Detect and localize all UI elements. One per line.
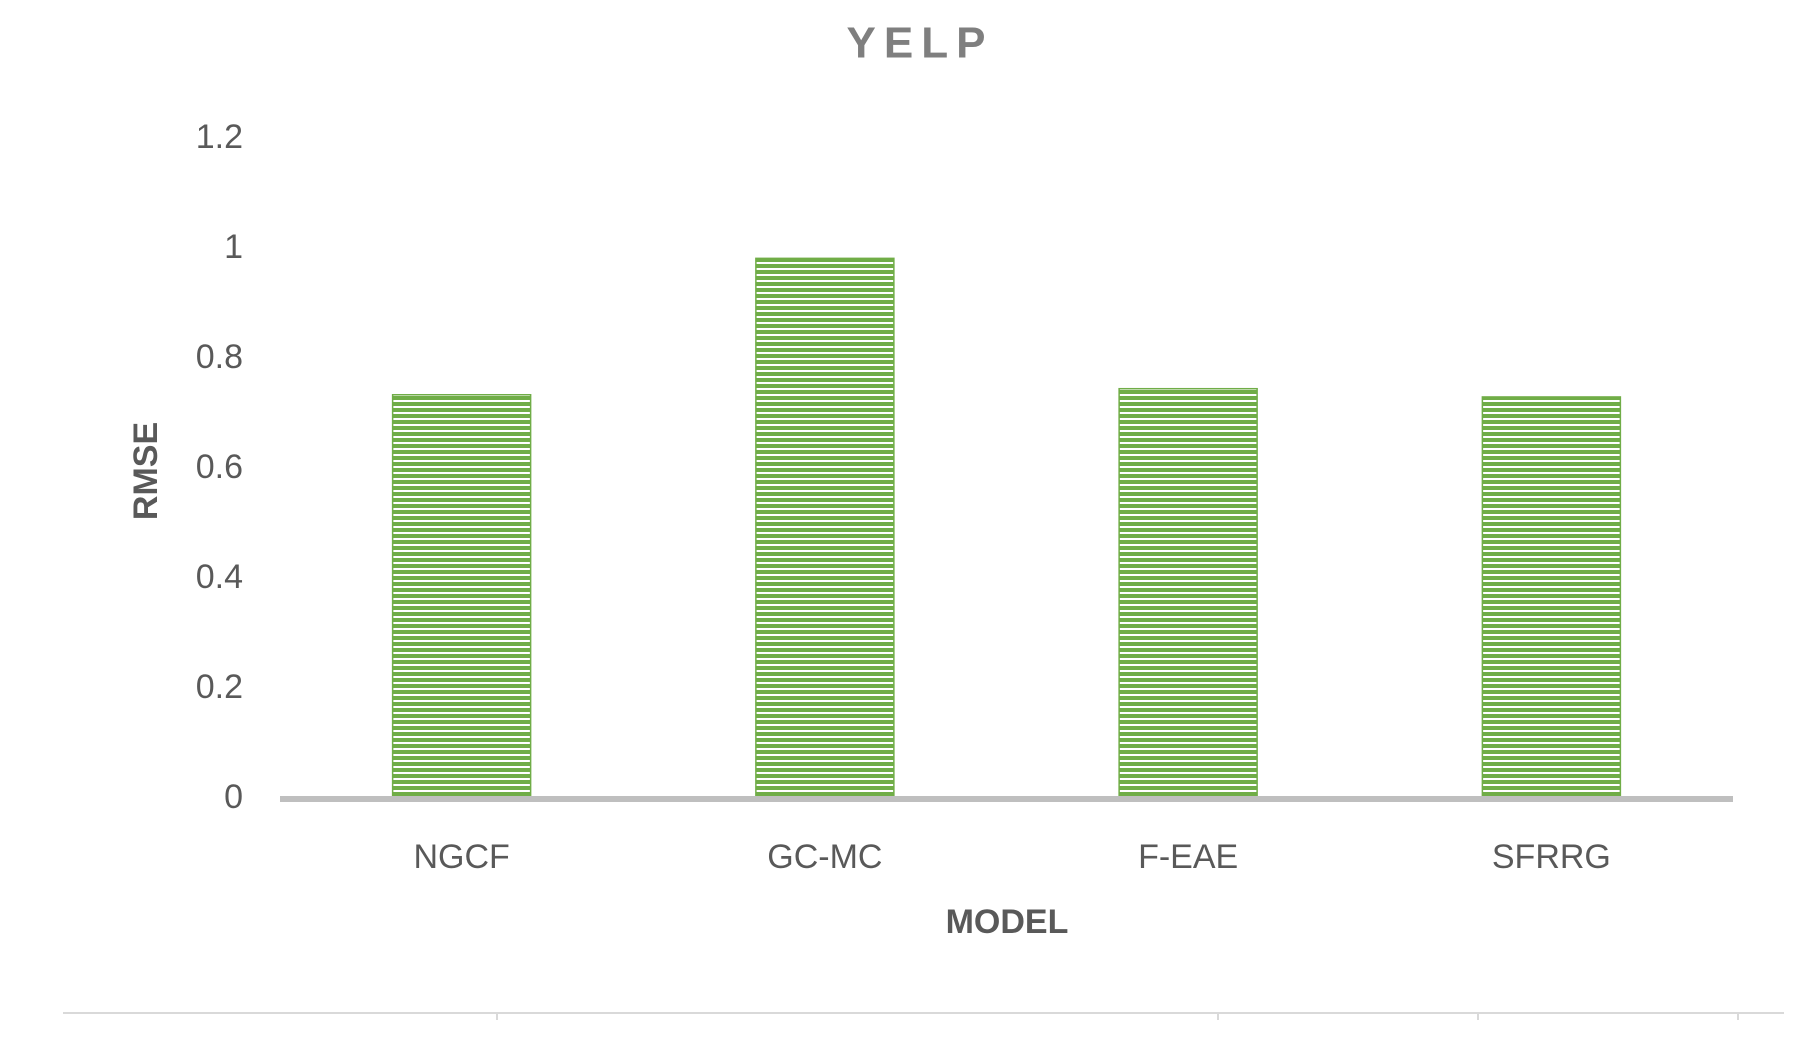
- y-tick-label: 0.2: [196, 668, 243, 706]
- y-tick-label: 0.6: [196, 448, 243, 486]
- bar: [391, 394, 532, 800]
- y-tick-label: 0.4: [196, 558, 243, 596]
- x-tick-label: GC-MC: [767, 838, 882, 876]
- x-tick-label: SFRRG: [1492, 838, 1611, 876]
- bar: [1118, 387, 1258, 800]
- bar: [1481, 396, 1622, 800]
- frame-bottom: [63, 1012, 1784, 1020]
- bar: [755, 257, 895, 800]
- x-tick-label: NGCF: [413, 838, 509, 876]
- y-tick-label: 0.8: [196, 338, 243, 376]
- y-tick-label: 1: [224, 228, 243, 266]
- x-tick-label: F-EAE: [1138, 838, 1238, 876]
- y-tick-label: 1.2: [196, 118, 243, 156]
- y-tick-label: 0: [224, 778, 243, 816]
- x-axis-title: MODEL: [946, 903, 1069, 941]
- y-axis-title: RMSE: [127, 422, 165, 520]
- chart-title: YELP: [847, 19, 994, 68]
